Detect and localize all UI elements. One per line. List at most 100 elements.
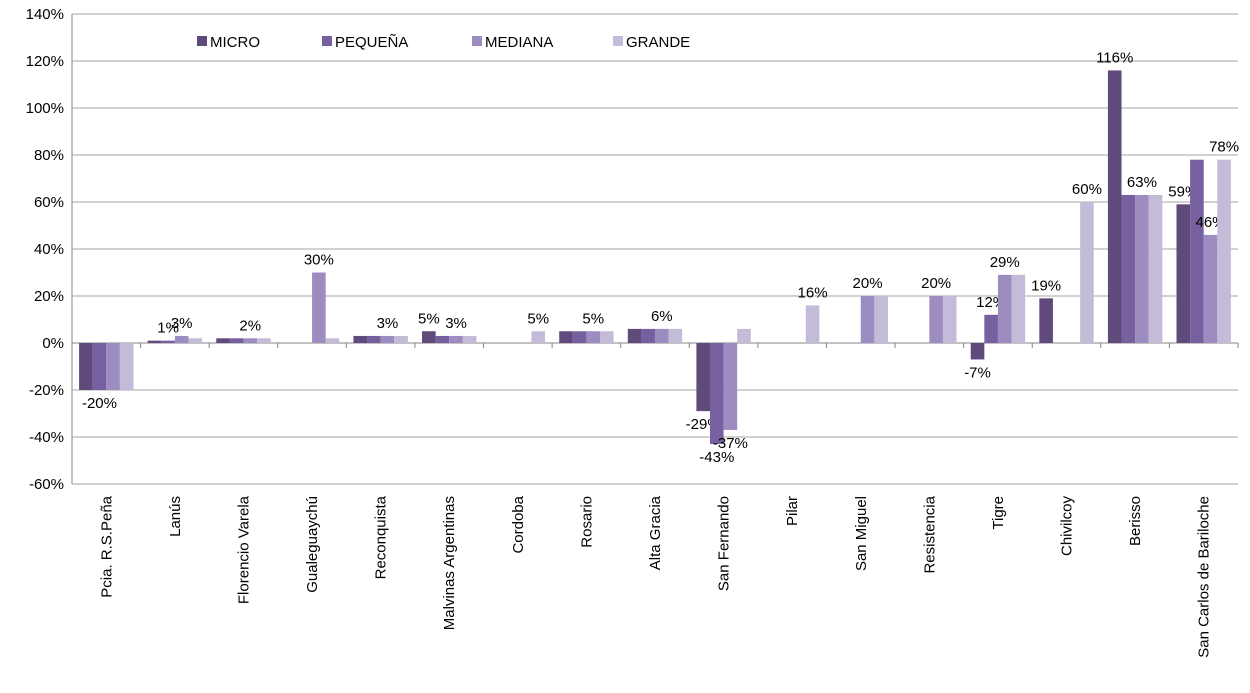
bar xyxy=(572,331,587,343)
bar xyxy=(1148,194,1163,343)
x-tick-label: Florencio Varela xyxy=(235,495,252,604)
x-tick-label: Rosario xyxy=(578,496,595,548)
x-tick-label: San Miguel xyxy=(853,496,870,571)
bar xyxy=(188,338,203,343)
bar xyxy=(1190,159,1204,343)
bar xyxy=(586,331,601,343)
bar xyxy=(216,338,230,343)
bar xyxy=(174,335,189,343)
data-label: -20% xyxy=(82,395,117,412)
bar xyxy=(449,335,463,343)
x-tick-label: Tigre xyxy=(990,496,1007,530)
bar xyxy=(997,274,1012,343)
y-tick-label: 100% xyxy=(26,100,64,117)
bar xyxy=(860,296,875,343)
bar xyxy=(106,343,120,390)
data-label: 116% xyxy=(1096,49,1133,66)
data-label: 6% xyxy=(651,308,673,325)
x-tick-label: Lanús xyxy=(167,496,184,537)
data-label: -37% xyxy=(713,435,748,452)
bar xyxy=(1176,204,1191,343)
data-label: 30% xyxy=(304,252,334,269)
bar xyxy=(119,343,134,390)
bar xyxy=(709,343,724,445)
data-label: 3% xyxy=(377,315,399,332)
bar xyxy=(353,335,368,343)
data-label: 5% xyxy=(582,310,604,327)
bar xyxy=(1080,202,1094,343)
x-tick-label: Gualeguaychú xyxy=(304,496,321,593)
bar xyxy=(1203,234,1218,343)
data-label: -43% xyxy=(699,449,734,466)
bar xyxy=(1135,194,1149,343)
bar xyxy=(462,335,477,343)
bar xyxy=(1217,159,1231,343)
data-label: 3% xyxy=(171,315,193,332)
bar xyxy=(1039,298,1053,343)
data-label: 20% xyxy=(921,275,951,292)
bar xyxy=(600,331,614,343)
x-tick-label: Pilar xyxy=(784,496,801,526)
bar xyxy=(531,331,546,343)
y-tick-label: -20% xyxy=(29,382,64,399)
legend-label: PEQUEÑA xyxy=(335,34,408,51)
data-label: 5% xyxy=(418,310,440,327)
y-tick-label: 140% xyxy=(26,6,64,23)
x-tick-label: Reconquista xyxy=(373,495,390,579)
bar xyxy=(641,328,655,343)
bar xyxy=(942,296,957,343)
data-label: 5% xyxy=(527,310,549,327)
data-label: 19% xyxy=(1031,277,1061,294)
x-tick-label: Berisso xyxy=(1127,496,1144,546)
bar xyxy=(929,296,943,343)
y-tick-label: -40% xyxy=(29,429,64,446)
legend-label: GRANDE xyxy=(626,34,690,51)
bar xyxy=(1011,274,1026,343)
y-tick-label: 40% xyxy=(34,241,64,258)
bar xyxy=(723,343,738,430)
bar xyxy=(668,328,683,343)
y-tick-label: 0% xyxy=(42,335,64,352)
legend-swatch xyxy=(613,36,623,46)
bar xyxy=(367,335,381,343)
bar xyxy=(422,331,436,343)
bar xyxy=(147,340,162,343)
x-tick-label: Resistencia xyxy=(921,495,938,573)
bar xyxy=(1121,194,1136,343)
data-label: 60% xyxy=(1072,181,1102,198)
x-tick-label: Pcia. R.S.Peña xyxy=(98,495,115,597)
legend-label: MICRO xyxy=(210,34,260,51)
y-tick-label: 20% xyxy=(34,288,64,305)
bar xyxy=(627,328,642,343)
bar xyxy=(805,305,820,343)
bar xyxy=(161,340,175,343)
bar xyxy=(92,343,107,390)
bar xyxy=(984,314,998,343)
legend-swatch xyxy=(472,36,482,46)
bar xyxy=(655,328,669,343)
x-tick-label: Cordoba xyxy=(510,495,527,553)
x-tick-label: Malvinas Argentinas xyxy=(441,496,458,630)
bar xyxy=(257,338,271,343)
y-tick-label: 80% xyxy=(34,147,64,164)
data-label: 29% xyxy=(990,254,1020,271)
legend-label: MEDIANA xyxy=(485,34,553,51)
legend-swatch xyxy=(322,36,332,46)
bar xyxy=(435,335,450,343)
y-tick-label: 120% xyxy=(26,53,64,70)
x-tick-label: San Fernando xyxy=(716,496,733,591)
x-tick-label: San Carlos de Bariloche xyxy=(1196,496,1213,658)
bar xyxy=(874,296,888,343)
bar xyxy=(737,328,751,343)
bar xyxy=(229,338,244,343)
bar xyxy=(312,272,326,343)
data-label: -7% xyxy=(964,364,991,381)
bar xyxy=(696,343,710,412)
bar xyxy=(1107,70,1122,344)
data-label: 20% xyxy=(853,275,883,292)
bar xyxy=(559,331,573,343)
data-label: 16% xyxy=(798,284,828,301)
data-label: 1% xyxy=(157,320,179,337)
bar xyxy=(970,343,985,360)
